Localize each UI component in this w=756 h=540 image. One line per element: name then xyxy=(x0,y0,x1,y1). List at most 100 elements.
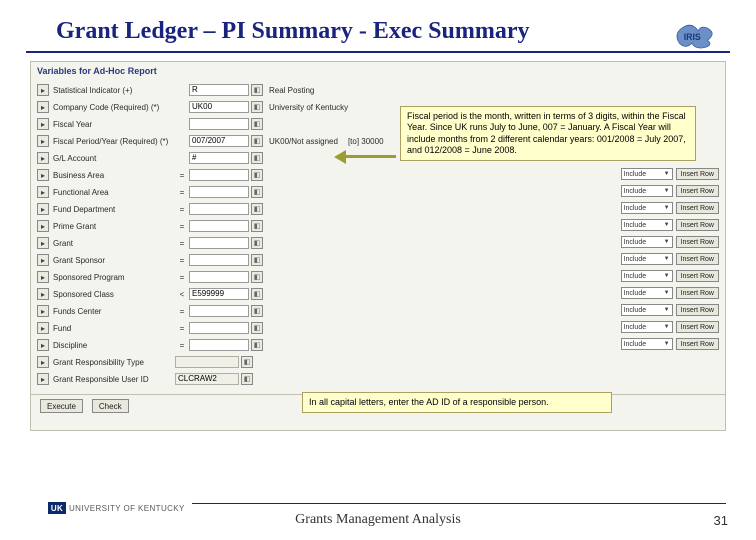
include-dropdown[interactable]: Include▼ xyxy=(621,270,673,282)
picker-icon[interactable]: ◧ xyxy=(251,169,263,181)
value-input[interactable] xyxy=(189,186,249,198)
value-input[interactable] xyxy=(189,237,249,249)
execute-button[interactable]: Execute xyxy=(40,399,83,413)
include-dropdown[interactable]: Include▼ xyxy=(621,338,673,350)
row-label: Prime Grant xyxy=(53,222,175,231)
picker-icon[interactable]: ◧ xyxy=(251,339,263,351)
row-label: Grant xyxy=(53,239,175,248)
picker-icon[interactable]: ◧ xyxy=(251,220,263,232)
operator: = xyxy=(175,171,189,180)
value-input[interactable]: 007/2007 xyxy=(189,135,249,147)
value-input[interactable] xyxy=(189,254,249,266)
expand-icon[interactable]: ▸ xyxy=(37,118,49,130)
picker-icon[interactable]: ◧ xyxy=(251,101,263,113)
value-input[interactable] xyxy=(189,220,249,232)
value-input[interactable] xyxy=(189,203,249,215)
insert-row-button[interactable]: Insert Row xyxy=(676,219,719,231)
report-row: ▸Fund=◧Include▼Insert Row xyxy=(37,320,721,336)
report-row: ▸ Funds Center= ◧ Include▼Insert Row xyxy=(37,303,721,319)
expand-icon[interactable]: ▸ xyxy=(37,220,49,232)
row-label: Funds Center xyxy=(53,307,175,316)
expand-icon[interactable]: ▸ xyxy=(37,271,49,283)
include-dropdown[interactable]: Include▼ xyxy=(621,219,673,231)
expand-icon[interactable]: ▸ xyxy=(37,152,49,164)
insert-row-button[interactable]: Insert Row xyxy=(676,270,719,282)
expand-icon[interactable]: ▸ xyxy=(37,322,49,334)
include-dropdown[interactable]: Include▼ xyxy=(621,168,673,180)
expand-icon[interactable]: ▸ xyxy=(37,203,49,215)
operator: = xyxy=(175,222,189,231)
picker-icon[interactable]: ◧ xyxy=(251,271,263,283)
expand-icon[interactable]: ▸ xyxy=(37,186,49,198)
insert-row-button[interactable]: Insert Row xyxy=(676,202,719,214)
expand-icon[interactable]: ▸ xyxy=(37,135,49,147)
picker-icon[interactable]: ◧ xyxy=(251,118,263,130)
include-dropdown[interactable]: Include▼ xyxy=(621,236,673,248)
picker-icon[interactable]: ◧ xyxy=(251,203,263,215)
picker-icon[interactable]: ◧ xyxy=(251,237,263,249)
value-input[interactable]: R xyxy=(189,84,249,96)
report-row: ▸Sponsored Class<E599999◧Include▼Insert … xyxy=(37,286,721,302)
picker-icon[interactable]: ◧ xyxy=(241,373,253,385)
insert-row-button[interactable]: Insert Row xyxy=(676,236,719,248)
report-row: ▸Business Area=◧Include▼Insert Row xyxy=(37,167,721,183)
operator: = xyxy=(175,188,189,197)
page-number: 31 xyxy=(714,513,728,528)
insert-row-button[interactable]: Insert Row xyxy=(676,304,719,316)
picker-icon[interactable]: ◧ xyxy=(251,322,263,334)
operator: = xyxy=(175,239,189,248)
check-button[interactable]: Check xyxy=(92,399,129,413)
expand-icon[interactable]: ▸ xyxy=(37,356,49,368)
include-dropdown[interactable]: Include▼ xyxy=(621,304,673,316)
value-input[interactable] xyxy=(189,271,249,283)
picker-icon[interactable]: ◧ xyxy=(251,186,263,198)
report-row: ▸Grant Sponsor=◧Include▼Insert Row xyxy=(37,252,721,268)
expand-icon[interactable]: ▸ xyxy=(37,169,49,181)
include-dropdown[interactable]: Include▼ xyxy=(621,321,673,333)
picker-icon[interactable]: ◧ xyxy=(241,356,253,368)
slide-title: Grant Ledger – PI Summary - Exec Summary xyxy=(26,0,730,53)
insert-row-button[interactable]: Insert Row xyxy=(676,253,719,265)
expand-icon[interactable]: ▸ xyxy=(37,305,49,317)
value-input[interactable]: UK00 xyxy=(189,101,249,113)
picker-icon[interactable]: ◧ xyxy=(251,152,263,164)
row-label: Company Code (Required) (*) xyxy=(53,103,175,112)
insert-row-button[interactable]: Insert Row xyxy=(676,338,719,350)
expand-icon[interactable]: ▸ xyxy=(37,101,49,113)
operator: = xyxy=(175,273,189,282)
value-input[interactable] xyxy=(189,322,249,334)
expand-icon[interactable]: ▸ xyxy=(37,288,49,300)
picker-icon[interactable]: ◧ xyxy=(251,135,263,147)
include-dropdown[interactable]: Include▼ xyxy=(621,185,673,197)
callout-arrow-icon xyxy=(334,150,396,164)
value-input[interactable]: # xyxy=(189,152,249,164)
insert-row-button[interactable]: Insert Row xyxy=(676,168,719,180)
value-input[interactable] xyxy=(189,339,249,351)
picker-icon[interactable]: ◧ xyxy=(251,305,263,317)
callout-ad-id: In all capital letters, enter the AD ID … xyxy=(302,392,612,413)
expand-icon[interactable]: ▸ xyxy=(37,373,49,385)
slide-footer: UK UNIVERSITY OF KENTUCKY Grants Managem… xyxy=(0,492,756,540)
expand-icon[interactable]: ▸ xyxy=(37,84,49,96)
include-dropdown[interactable]: Include▼ xyxy=(621,253,673,265)
svg-text:IRIS: IRIS xyxy=(684,32,701,42)
expand-icon[interactable]: ▸ xyxy=(37,237,49,249)
picker-icon[interactable]: ◧ xyxy=(251,288,263,300)
row-label: Fund Department xyxy=(53,205,175,214)
insert-row-button[interactable]: Insert Row xyxy=(676,287,719,299)
picker-icon[interactable]: ◧ xyxy=(251,254,263,266)
include-dropdown[interactable]: Include▼ xyxy=(621,287,673,299)
include-dropdown[interactable]: Include▼ xyxy=(621,202,673,214)
operator: = xyxy=(175,307,189,316)
insert-row-button[interactable]: Insert Row xyxy=(676,185,719,197)
value-input[interactable]: E599999 xyxy=(189,288,249,300)
operator: = xyxy=(175,324,189,333)
expand-icon[interactable]: ▸ xyxy=(37,254,49,266)
insert-row-button[interactable]: Insert Row xyxy=(676,321,719,333)
value-input[interactable] xyxy=(189,169,249,181)
expand-icon[interactable]: ▸ xyxy=(37,339,49,351)
value-input[interactable] xyxy=(189,118,249,130)
report-row: ▸Functional Area=◧Include▼Insert Row xyxy=(37,184,721,200)
value-input[interactable] xyxy=(189,305,249,317)
picker-icon[interactable]: ◧ xyxy=(251,84,263,96)
